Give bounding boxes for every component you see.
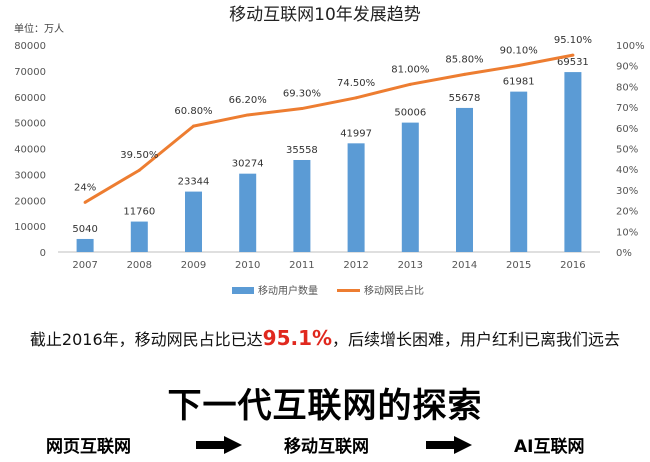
- bar: [347, 143, 365, 252]
- line-value-label: 39.50%: [120, 150, 158, 161]
- caption-highlight: 95.1%: [262, 326, 333, 350]
- x-tick-label: 2009: [181, 260, 206, 271]
- bar: [401, 122, 419, 253]
- right-tick-label: 100%: [616, 41, 645, 52]
- bar-value-label: 30274: [232, 159, 264, 170]
- bar: [293, 159, 311, 252]
- left-axis: 0 10000 20000 30000 40000 50000 60000 70000 8000…: [14, 41, 46, 259]
- right-tick-label: 40%: [616, 165, 638, 176]
- bar-value-label: 35558: [286, 145, 318, 156]
- left-tick-label: 80000: [14, 41, 46, 52]
- chart-title: 移动互联网10年发展趋势: [229, 5, 421, 25]
- line-value-label: 60.80%: [174, 106, 212, 117]
- left-tick-label: 70000: [14, 67, 46, 78]
- x-tick-label: 2011: [289, 260, 314, 271]
- line-point: [192, 124, 195, 128]
- evolution-flow: 网页互联网 移动互联网 AI互联网: [0, 430, 650, 458]
- x-tick-label: 2013: [398, 260, 423, 271]
- unit-label: 单位：万人: [14, 22, 64, 35]
- bar-value-label: 23344: [178, 177, 210, 188]
- caption-suffix: ，后续增长困难，用户红利已离我们远去: [332, 330, 621, 349]
- section-heading: 下一代互联网的探索: [167, 386, 483, 426]
- bar: [185, 191, 202, 252]
- caption: 截止2016年，移动网民占比已达95.1%，后续增长困难，用户红利已离我们远去: [0, 326, 650, 350]
- right-arrow-icon: [426, 436, 472, 454]
- bar: [564, 72, 582, 253]
- bar: [130, 221, 148, 252]
- line-value-label: 85.80%: [445, 54, 483, 65]
- line-point: [83, 200, 87, 204]
- right-tick-label: 20%: [616, 207, 638, 218]
- line-point: [300, 107, 304, 111]
- stage-mobile-internet: 移动互联网: [284, 437, 369, 457]
- line-value-label: 90.10%: [500, 45, 538, 56]
- bar-value-label: 61981: [503, 77, 535, 88]
- left-tick-label: 10000: [14, 222, 46, 233]
- line-series: [83, 53, 575, 204]
- stage-ai-internet: AI互联网: [514, 437, 585, 457]
- bar-value-label: 55678: [449, 93, 481, 104]
- right-tick-label: 10%: [616, 227, 638, 238]
- left-tick-label: 40000: [14, 145, 46, 156]
- right-tick-label: 60%: [616, 124, 638, 135]
- left-tick-label: 20000: [14, 196, 46, 207]
- x-tick-label: 2012: [343, 260, 368, 271]
- bar: [76, 238, 94, 252]
- bar-value-label: 41997: [340, 128, 372, 139]
- line-point: [571, 53, 575, 57]
- x-tick-label: 2007: [72, 260, 97, 271]
- left-tick-label: 0: [40, 248, 46, 259]
- right-tick-label: 0%: [616, 248, 632, 259]
- caption-prefix: 截止2016年，移动网民占比已达: [29, 330, 263, 349]
- line-point: [408, 82, 412, 86]
- bar: [510, 91, 528, 252]
- left-tick-label: 60000: [14, 93, 46, 104]
- right-tick-label: 90%: [616, 62, 638, 73]
- right-tick-label: 50%: [616, 145, 638, 156]
- bar-value-label: 5040: [72, 224, 97, 235]
- stage-web-internet: 网页互联网: [46, 437, 131, 457]
- x-axis: 2007 2008 2009 2010 2011 2012 2013 2014 2015 2016: [72, 260, 585, 271]
- line-value-label: 74.50%: [337, 78, 375, 89]
- left-tick-label: 50000: [14, 119, 46, 130]
- left-tick-label: 30000: [14, 170, 46, 181]
- bar: [239, 173, 257, 252]
- bar-series: [76, 72, 582, 253]
- line-value-label: 81.00%: [391, 64, 429, 75]
- legend-line-label: 移动网民占比: [364, 284, 424, 297]
- line-value-label: 69.30%: [283, 89, 321, 100]
- line-point: [354, 96, 358, 100]
- line-path: [84, 53, 574, 204]
- right-axis: 0% 10% 20% 30% 40% 50% 60% 70% 80% 90% 100%: [616, 41, 645, 259]
- line-point: [517, 63, 521, 67]
- chart: 移动互联网10年发展趋势 单位：万人 0 10000 20000 30000 40000…: [14, 5, 645, 297]
- line-point: [246, 113, 250, 117]
- bar-labels: 5040 11760 23344 30274 35558 41997 50006 55678 6…: [72, 57, 588, 235]
- right-arrow-icon: [196, 436, 242, 454]
- line-point: [463, 72, 466, 76]
- bar: [456, 107, 473, 253]
- right-tick-label: 70%: [616, 103, 638, 114]
- x-tick-label: 2014: [452, 260, 477, 271]
- x-tick-label: 2008: [127, 260, 152, 271]
- line-point: [137, 168, 141, 172]
- line-labels: 24% 39.50% 60.80% 66.20% 69.30% 74.50% 81.00% 8…: [74, 35, 592, 193]
- legend-bar-swatch: [232, 287, 254, 294]
- x-tick-label: 2010: [235, 260, 260, 271]
- bar-value-label: 11760: [123, 207, 155, 218]
- x-tick-label: 2015: [506, 260, 531, 271]
- right-tick-label: 30%: [616, 186, 638, 197]
- bar-value-label: 69531: [557, 57, 589, 68]
- bar-value-label: 50006: [394, 108, 426, 119]
- right-tick-label: 80%: [616, 82, 638, 93]
- line-value-label: 66.20%: [229, 95, 267, 106]
- legend: 移动用户数量 移动网民占比: [232, 284, 424, 297]
- legend-bar-label: 移动用户数量: [258, 284, 318, 297]
- line-value-label: 24%: [74, 182, 96, 193]
- x-tick-label: 2016: [560, 260, 585, 271]
- line-value-label: 95.10%: [554, 35, 592, 46]
